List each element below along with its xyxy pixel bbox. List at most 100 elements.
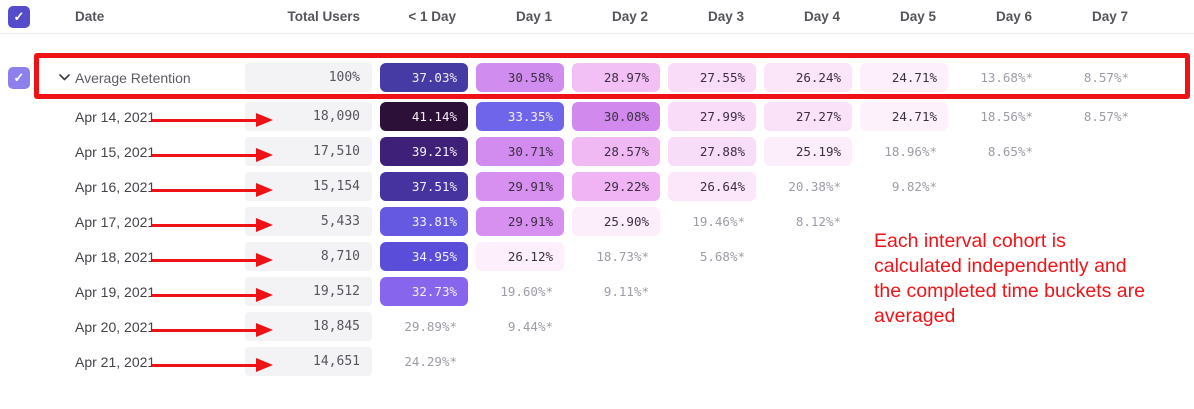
total-users-cell: 15,154 [245,172,372,201]
table-row: Apr 16, 2021 15,154 37.51% 29.91% 29.22% 26… [0,172,1194,201]
retention-cell[interactable]: 37.51% [380,172,468,201]
row-select-cell [0,312,75,341]
select-all-cell: ✓ [0,0,75,33]
retention-cell[interactable]: 29.22% [572,172,660,201]
row-select-cell [0,277,75,306]
retention-cell[interactable]: 27.99% [668,102,756,131]
column-header-period: Day 3 [707,9,744,24]
select-all-checkbox[interactable]: ✓ [8,5,30,28]
row-select-cell [0,207,75,236]
total-users-column: 8,710 [245,242,372,271]
table-header: ✓ Date Total Users < 1 Day Day 1 Day 2 Day … [0,0,1194,34]
row-select-cell: ✓ [0,63,75,92]
total-users-column: 17,510 [245,137,372,166]
chevron-down-icon[interactable] [59,74,70,81]
retention-cell[interactable]: 24.71% [860,102,948,131]
retention-cell: 19.46%* [692,214,745,229]
retention-cell[interactable]: 29.91% [476,207,564,236]
column-header-total-users: Total Users [287,9,360,24]
retention-cell: 19.60%* [500,284,553,299]
retention-cell: 9.82%* [891,179,937,194]
retention-cell[interactable]: 32.73% [380,277,468,306]
total-users-cell: 18,845 [245,312,372,341]
row-label: Apr 20, 2021 [75,318,156,335]
total-users-column: 5,433 [245,207,372,236]
column-header-date: Date [75,9,105,24]
retention-cell: 8.12%* [795,214,841,229]
retention-cell: 13.68%* [980,70,1033,85]
column-header-period: Day 2 [611,9,648,24]
retention-cell: 20.38%* [788,179,841,194]
row-select-cell [0,347,75,376]
check-icon: ✓ [13,70,25,85]
column-header-period: Day 1 [515,9,552,24]
retention-cell[interactable]: 28.57% [572,137,660,166]
annotation-note: Each interval cohort is calculated indep… [874,229,1194,329]
row-label: Average Retention [75,69,191,86]
retention-cell[interactable]: 29.91% [476,172,564,201]
retention-cell[interactable]: 27.88% [668,137,756,166]
row-label: Apr 19, 2021 [75,283,156,300]
retention-cell[interactable]: 30.08% [572,102,660,131]
total-users-column: 18,090 [245,102,372,131]
annotation-note-line: the completed time buckets are [874,280,1145,302]
column-header-period: < 1 Day [408,9,456,24]
retention-cell[interactable]: 27.55% [668,63,756,92]
total-users-column: 18,845 [245,312,372,341]
retention-cell[interactable]: 26.24% [764,63,852,92]
total-users-column: 14,651 [245,347,372,376]
row-label: Apr 21, 2021 [75,353,156,370]
table-body: ✓ Average Retention 100% 37.03% 30.58% 28.… [0,63,1194,376]
retention-cell[interactable]: 27.27% [764,102,852,131]
retention-cell: 9.44%* [507,319,553,334]
retention-cell[interactable]: 39.21% [380,137,468,166]
row-label: Apr 15, 2021 [75,143,156,160]
retention-cell: 24.29%* [404,354,457,369]
row-label: Apr 14, 2021 [75,108,156,125]
annotation-note-line: Each interval cohort is [874,230,1066,252]
row-select-cell [0,102,75,131]
total-users-column: 15,154 [245,172,372,201]
retention-cell: 9.11%* [603,284,649,299]
retention-cell: 18.96%* [884,144,937,159]
retention-cell[interactable]: 30.71% [476,137,564,166]
retention-cell: 18.73%* [596,249,649,264]
retention-cell[interactable]: 28.97% [572,63,660,92]
retention-cell[interactable]: 24.71% [860,63,948,92]
total-users-cell: 14,651 [245,347,372,376]
retention-cell[interactable]: 26.12% [476,242,564,271]
annotation-note-line: averaged [874,305,956,327]
retention-cell[interactable]: 41.14% [380,102,468,131]
row-select-cell [0,242,75,271]
row-checkbox[interactable]: ✓ [8,66,30,89]
retention-cell: 29.89%* [404,319,457,334]
retention-cell: 8.57%* [1083,109,1129,124]
row-select-cell [0,172,75,201]
retention-cell[interactable]: 33.35% [476,102,564,131]
retention-cell[interactable]: 25.19% [764,137,852,166]
row-label: Apr 17, 2021 [75,213,156,230]
row-select-cell [0,137,75,166]
retention-cell: 5.68%* [699,249,745,264]
retention-cell[interactable]: 30.58% [476,63,564,92]
column-header-period: Day 4 [803,9,840,24]
column-header-period: Day 6 [995,9,1032,24]
table-row: Apr 15, 2021 17,510 39.21% 30.71% 28.57% 27… [0,137,1194,166]
retention-cell: 8.57%* [1083,70,1129,85]
retention-cell[interactable]: 34.95% [380,242,468,271]
table-row: Apr 21, 2021 14,651 24.29%* [0,347,1194,376]
retention-cell[interactable]: 26.64% [668,172,756,201]
total-users-cell: 100% [245,63,372,92]
retention-cell[interactable]: 33.81% [380,207,468,236]
total-users-cell: 8,710 [245,242,372,271]
total-users-column: 19,512 [245,277,372,306]
total-users-cell: 5,433 [245,207,372,236]
retention-cell[interactable]: 37.03% [380,63,468,92]
retention-cell: 8.65%* [987,144,1033,159]
retention-cell: 18.56%* [980,109,1033,124]
column-header-period: Day 7 [1091,9,1128,24]
total-users-cell: 19,512 [245,277,372,306]
retention-cell[interactable]: 25.90% [572,207,660,236]
annotation-note-line: calculated independently and [874,255,1127,277]
